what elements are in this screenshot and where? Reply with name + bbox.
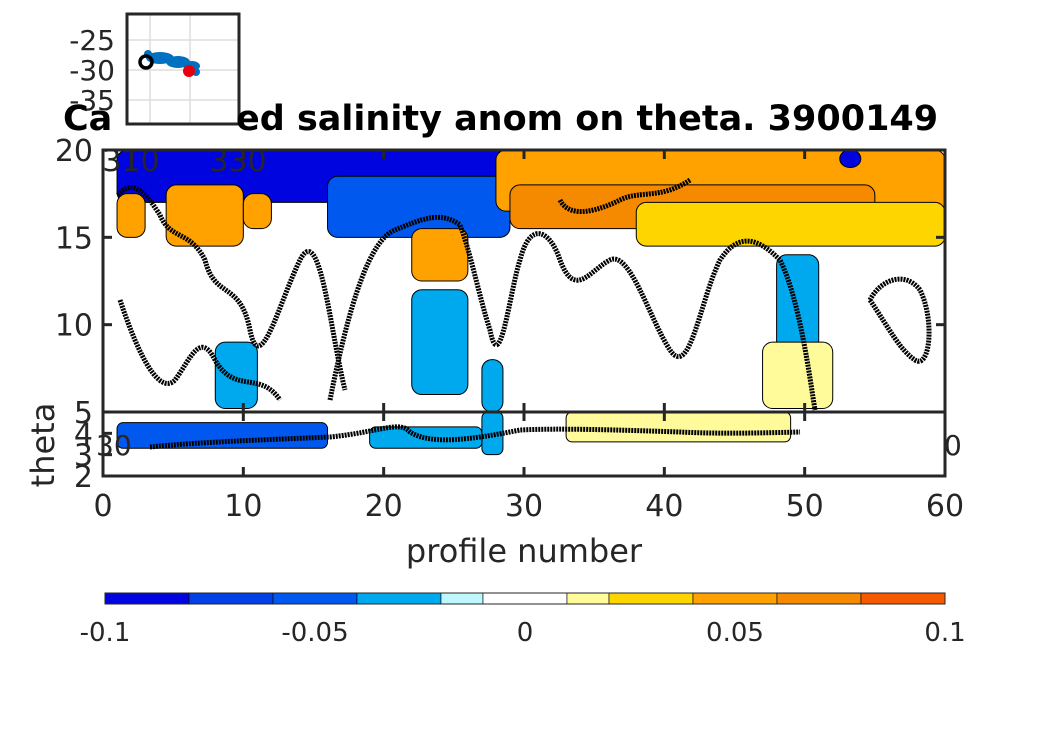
colorbar-frame (104, 592, 946, 605)
contour-line (116, 185, 348, 391)
colorbar-bin (692, 592, 778, 605)
colorbar-tick-label: 0 (517, 618, 534, 648)
x-tick-label: 30 (505, 489, 543, 524)
anomaly-region (214, 341, 258, 410)
lower-contour-lines (149, 424, 801, 450)
anomaly-fill-layer (116, 150, 945, 412)
colorbar-ticks: -0.1 -0.05 0 0.05 0.1 (80, 618, 966, 648)
y-tick-label: 10 (55, 309, 93, 344)
x-tick-label: 10 (224, 489, 262, 524)
colorbar-bin (482, 592, 568, 605)
colorbar-bin (104, 592, 190, 605)
anomaly-region (242, 193, 272, 230)
anomaly-region (839, 150, 862, 168)
colorbar-tick-label: -0.05 (281, 618, 348, 648)
x-tick-label: 50 (786, 489, 824, 524)
float-track-inset: -25-30-35 310 330 (69, 12, 267, 179)
colorbar-bin (356, 592, 442, 605)
colorbar-bin (440, 592, 484, 605)
inset-y-tick-label: -25 (69, 24, 115, 57)
x-tick-label: 40 (645, 489, 683, 524)
anomaly-region (411, 289, 469, 396)
colorbar-tick-label: 0.05 (706, 618, 764, 648)
contour-line (149, 424, 801, 450)
y-tick-label: 2 (74, 460, 93, 495)
inset-y-ticks: -25-30-35 (69, 24, 115, 117)
inset-x-ticks: 310 330 (102, 144, 266, 179)
track-end-marker (183, 65, 195, 77)
x-tick-label: 20 (365, 489, 403, 524)
contour-line (867, 276, 932, 364)
y-tick-label: 4 (74, 417, 93, 452)
colorbar-bin (776, 592, 862, 605)
colorbar-tick-label: 0.1 (924, 618, 965, 648)
track-start-marker (138, 54, 154, 70)
track-point-cluster (166, 56, 190, 68)
inset-y-tick-label: -35 (69, 84, 115, 117)
anomaly-region (116, 422, 329, 449)
zero-contour-lines (116, 177, 932, 411)
colorbar-bin (566, 592, 610, 605)
colorbar-bin (272, 592, 358, 605)
x-axis-label: profile number (406, 532, 643, 570)
contour-line (327, 214, 818, 411)
contour-line (557, 177, 692, 215)
inset-frame (125, 12, 241, 126)
y-tick-label: 15 (55, 221, 93, 256)
colorbar-bins (104, 592, 946, 605)
anomaly-region (411, 228, 469, 282)
y-tick-label: 3 (74, 439, 93, 474)
contour-line (117, 299, 283, 402)
inset-y-tick-label: -30 (69, 54, 115, 87)
lower-overlap-right-label: 0 (944, 429, 962, 462)
y-tick-label: 5 (74, 396, 93, 431)
chart-title-partial: Ca (63, 99, 112, 139)
anomaly-region (565, 412, 792, 443)
lower-plot-panel: 30 0 234 0 10 20 30 40 50 60 (74, 410, 964, 524)
anomaly-region (481, 359, 504, 412)
x-tick-label: 60 (926, 489, 964, 524)
anomaly-region (762, 341, 834, 410)
main-plot-panel: 5 10 15 20 (55, 134, 947, 431)
anomaly-region (635, 201, 945, 247)
chart-title: ed salinity anom on theta. 3900149 (236, 99, 938, 139)
colorbar-bin (188, 592, 274, 605)
x-ticks: 0 10 20 30 40 50 60 (93, 412, 964, 524)
colorbar-bin (860, 592, 946, 605)
lower-y-ticks: 234 (74, 417, 112, 495)
anomaly-region (327, 175, 511, 238)
colorbar: -0.1 -0.05 0 0.05 0.1 (80, 592, 966, 648)
y-axis-label: theta (24, 403, 62, 488)
y-tick-label: 20 (55, 134, 93, 169)
colorbar-bin (608, 592, 694, 605)
anomaly-region (116, 193, 146, 238)
lower-overlap-left-label: 30 (96, 429, 132, 462)
inset-x-tick-label: 310 (102, 144, 159, 179)
upper-y-ticks: 5 10 15 20 (55, 134, 945, 431)
inset-x-tick-label: 330 (209, 144, 266, 179)
colorbar-tick-label: -0.1 (80, 618, 131, 648)
x-tick-label: 0 (93, 489, 112, 524)
